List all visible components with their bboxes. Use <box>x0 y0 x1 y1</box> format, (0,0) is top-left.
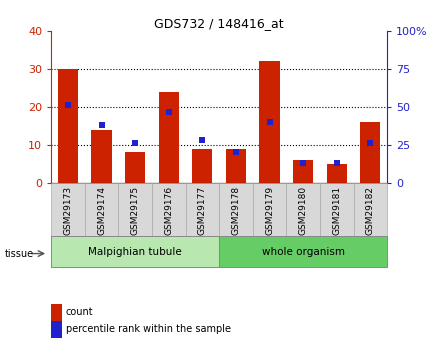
Bar <box>92 130 112 183</box>
Bar <box>159 92 179 183</box>
Text: whole organism: whole organism <box>262 247 345 257</box>
Text: GSM29182: GSM29182 <box>366 186 375 235</box>
Text: percentile rank within the sample: percentile rank within the sample <box>66 325 231 334</box>
Text: Malpighian tubule: Malpighian tubule <box>88 247 182 257</box>
Bar <box>226 149 246 183</box>
FancyBboxPatch shape <box>287 183 320 236</box>
FancyBboxPatch shape <box>118 183 152 236</box>
Text: GSM29177: GSM29177 <box>198 186 207 235</box>
FancyBboxPatch shape <box>51 183 85 236</box>
Title: GDS732 / 148416_at: GDS732 / 148416_at <box>154 17 284 30</box>
FancyBboxPatch shape <box>219 236 387 267</box>
FancyBboxPatch shape <box>320 183 353 236</box>
Bar <box>125 152 145 183</box>
FancyBboxPatch shape <box>152 183 186 236</box>
Bar <box>58 69 78 183</box>
Text: GSM29175: GSM29175 <box>131 186 140 235</box>
Text: GSM29176: GSM29176 <box>164 186 173 235</box>
Text: GSM29178: GSM29178 <box>231 186 240 235</box>
FancyBboxPatch shape <box>253 183 287 236</box>
Text: count: count <box>66 307 93 317</box>
FancyBboxPatch shape <box>353 183 387 236</box>
Text: tissue: tissue <box>4 249 33 258</box>
FancyBboxPatch shape <box>186 183 219 236</box>
Text: GSM29179: GSM29179 <box>265 186 274 235</box>
FancyBboxPatch shape <box>219 183 253 236</box>
Text: GSM29173: GSM29173 <box>64 186 73 235</box>
Bar <box>327 164 347 183</box>
Bar <box>192 149 212 183</box>
Text: GSM29181: GSM29181 <box>332 186 341 235</box>
Bar <box>259 61 279 183</box>
FancyBboxPatch shape <box>85 183 118 236</box>
Text: GSM29174: GSM29174 <box>97 186 106 235</box>
Bar <box>360 122 380 183</box>
Bar <box>293 160 313 183</box>
Text: GSM29180: GSM29180 <box>299 186 307 235</box>
FancyBboxPatch shape <box>51 236 219 267</box>
